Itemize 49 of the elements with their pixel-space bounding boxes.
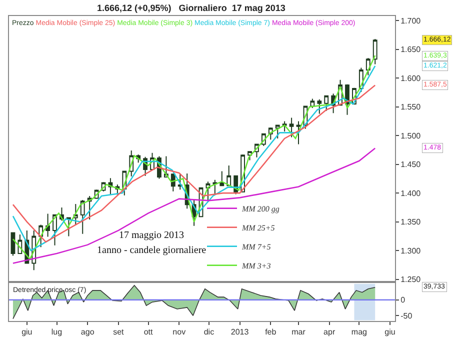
x-tick-label: lug xyxy=(51,328,62,337)
y-tick-label: 1.350 xyxy=(400,218,422,227)
candlestick xyxy=(52,214,57,246)
candlestick xyxy=(282,120,287,132)
candlestick xyxy=(317,98,322,114)
x-tick-label: dic xyxy=(204,328,214,337)
y-tick-label: 1.600 xyxy=(400,74,422,83)
candlestick xyxy=(226,164,232,187)
y-tick-label: 1.550 xyxy=(400,102,422,112)
candlestick xyxy=(80,199,85,234)
y-tick-label: 1.400 xyxy=(400,188,422,198)
y-tick-label: 1.700 xyxy=(400,16,422,26)
legend-label: MM 25+5 xyxy=(241,223,275,232)
y-tick-label: 1.650 xyxy=(400,45,422,54)
y-tick-label: 1.250 xyxy=(400,275,422,284)
candlestick xyxy=(248,151,252,161)
candlestick xyxy=(275,124,280,139)
y-tick-label: 1.500 xyxy=(400,131,422,140)
y-tick-label: 0 xyxy=(400,296,406,305)
x-tick-label: ago xyxy=(80,328,95,337)
y-tick-label: 1.300 xyxy=(400,246,422,256)
legend-label: MM 3+3 xyxy=(241,261,271,270)
legend-label: MM 7+5 xyxy=(241,242,271,252)
candlestick xyxy=(66,217,71,237)
x-tick-label: apr xyxy=(324,328,336,337)
x-tick-label: giu xyxy=(384,328,396,337)
x-tick-label: giu xyxy=(22,328,32,337)
candlestick xyxy=(324,94,329,112)
candlestick xyxy=(296,120,301,145)
annotation: 1anno - candele giornaliere xyxy=(97,245,207,256)
x-tick-label: ott xyxy=(144,328,154,337)
x-tick-label: mag xyxy=(351,328,367,337)
y-tick-label: 1.450 xyxy=(400,160,422,170)
x-tick-label: feb xyxy=(265,328,277,337)
chart-title: 1.666,12 (+0,95%) Giornaliero 17 mag 2013 xyxy=(97,3,286,13)
x-tick-label: nov xyxy=(172,328,186,337)
x-tick-label: set xyxy=(113,328,125,337)
line-series xyxy=(12,84,376,243)
y-tick-label: -50 xyxy=(400,311,413,320)
candlestick xyxy=(372,38,378,65)
x-tick-label: 2013 xyxy=(230,328,250,337)
candlestick xyxy=(289,117,294,138)
legend-label: MM 200 gg xyxy=(241,204,280,214)
annotation: 17 maggio 2013 xyxy=(119,230,184,241)
line-series xyxy=(12,148,376,264)
candlestick xyxy=(73,204,78,226)
candlestick xyxy=(212,179,218,195)
x-tick-label: mar xyxy=(292,328,306,337)
candlestick xyxy=(220,170,224,187)
